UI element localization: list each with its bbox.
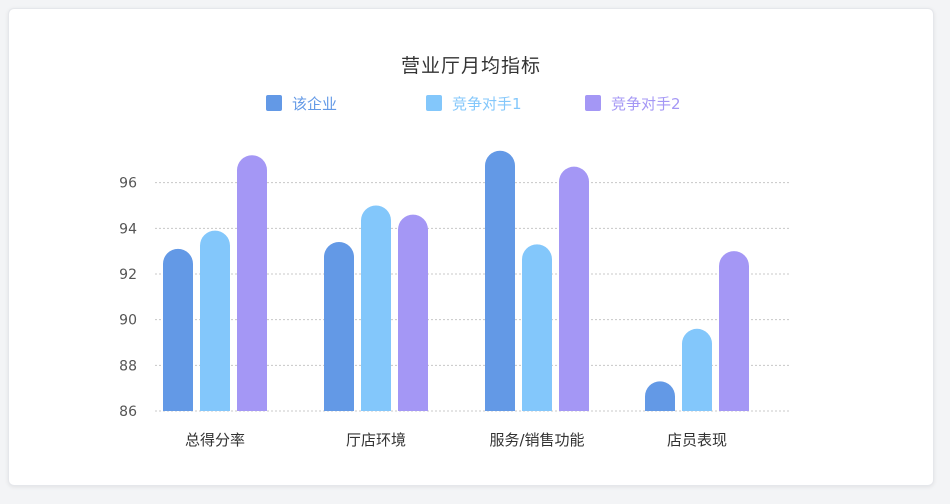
bar-chart: 86 88 90 92 94 96 总得分率 厅店环境 服务/销售功能 店员表现 该企业 竞争对手1 竞… [119,95,789,449]
bar-2-2 [559,166,589,411]
legend-swatch-0 [266,95,282,111]
bar-3-0 [645,381,675,411]
x-category-label-2: 服务/销售功能 [489,431,584,449]
x-category-label-0: 总得分率 [185,431,245,449]
bar-1-1 [361,205,391,411]
y-tick-label-0: 86 [119,404,137,420]
legend-label-0: 该企业 [292,95,337,113]
y-tick-label-3: 92 [119,267,137,283]
bar-0-2 [237,155,267,411]
bar-3-2 [719,251,749,411]
bar-2-1 [522,244,552,411]
x-category-label-1: 厅店环境 [346,431,406,449]
bar-0-0 [163,248,193,411]
legend-swatch-1 [426,95,442,111]
y-tick-label-1: 88 [119,358,137,374]
y-tick-label-2: 90 [119,313,137,329]
legend-label-1: 竞争对手1 [452,95,522,113]
legend-swatch-2 [585,95,601,111]
y-tick-label-5: 96 [119,176,137,192]
chart-title: 营业厅月均指标 [400,55,541,77]
bar-1-0 [324,242,354,411]
bar-0-1 [200,230,230,411]
chart-card: 营业厅月均指标 86 88 90 92 94 96 总得分率 厅店环境 服务/销售功能 店员表现 该… [8,8,934,486]
y-tick-label-4: 94 [119,221,137,237]
bar-3-1 [682,328,712,411]
legend-label-2: 竞争对手2 [611,95,681,113]
bar-2-0 [485,150,515,412]
bar-1-2 [398,214,428,411]
x-category-label-3: 店员表现 [667,431,727,449]
